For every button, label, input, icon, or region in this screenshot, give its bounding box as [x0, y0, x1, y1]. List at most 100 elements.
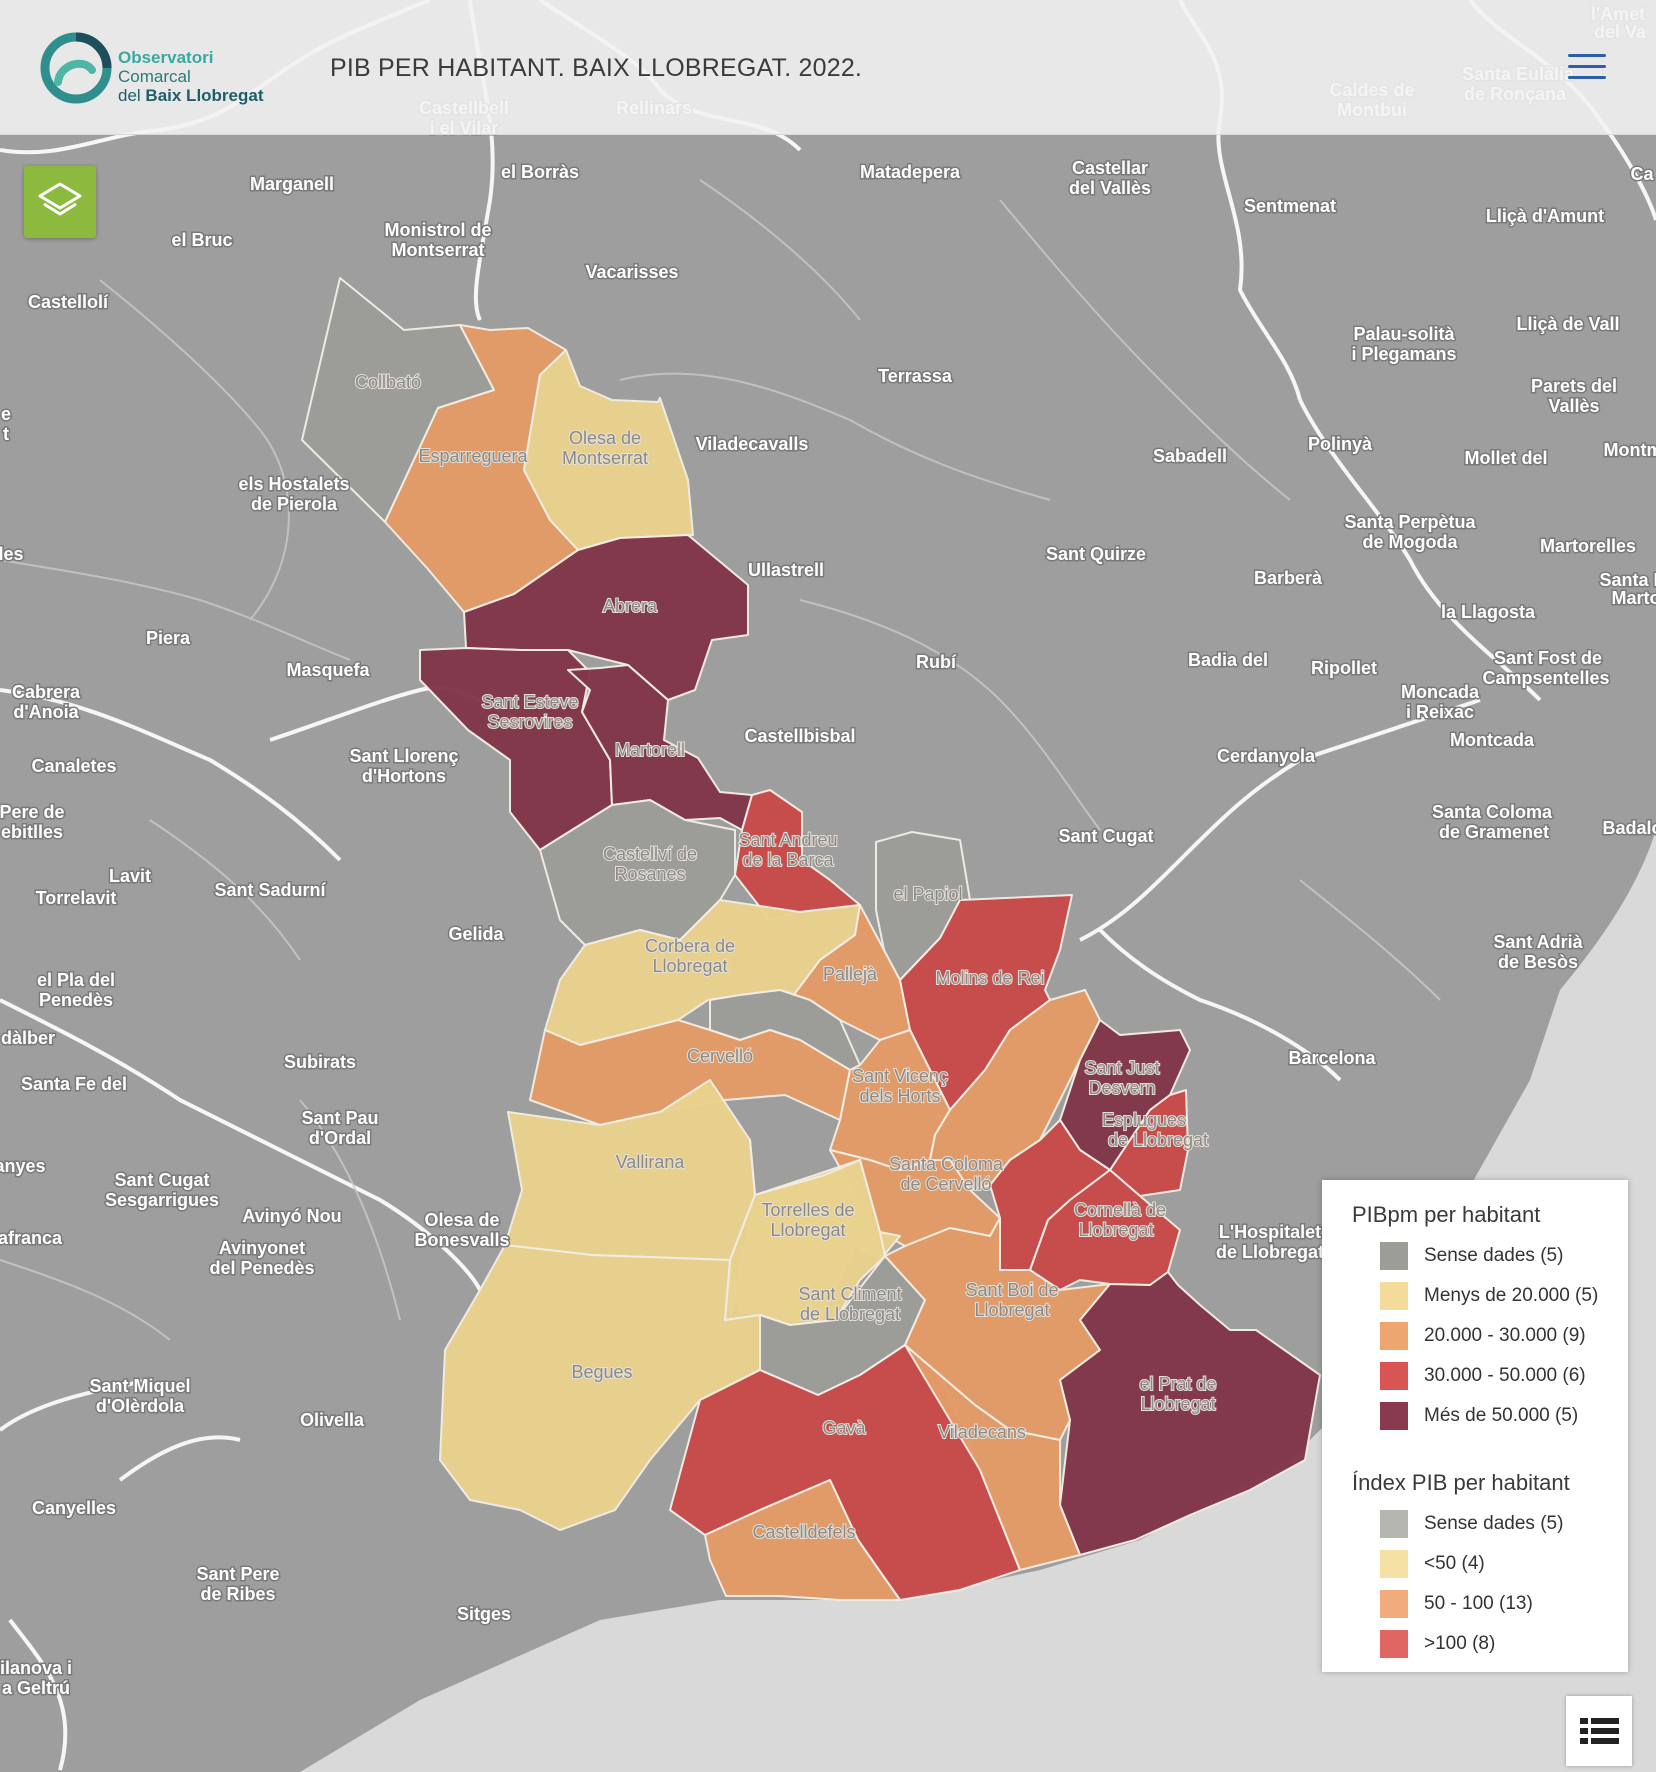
- base-place-label: Sant Quirze: [1046, 544, 1146, 564]
- hamburger-menu-icon[interactable]: [1568, 54, 1606, 82]
- base-place-label: Vacarisses: [585, 262, 678, 282]
- base-place-label: Sant Cugat: [114, 1170, 209, 1190]
- base-place-label: Castellolí: [28, 292, 109, 312]
- base-place-label: Cerdanyola: [1217, 746, 1316, 766]
- municipality-begues[interactable]: Begues: [439, 1244, 761, 1531]
- label-cervello: Cervelló: [687, 1046, 753, 1066]
- base-place-label: d'Anoia: [13, 702, 79, 722]
- municipality-castellvi[interactable]: Castellví de Rosanes: [539, 799, 736, 946]
- label-corbera-1: Corbera de: [645, 936, 735, 956]
- label-molins: Molins de Rei: [935, 968, 1044, 988]
- base-place-label: Ripollet: [1311, 658, 1377, 678]
- municipality-el-prat[interactable]: el Prat de Llobregat: [1059, 1271, 1321, 1556]
- base-place-label: la Llagosta: [1441, 602, 1536, 622]
- legend-label: Més de 50.000 (5): [1424, 1405, 1579, 1426]
- legend-swatch: [1380, 1402, 1408, 1430]
- base-place-label: Sant Miquel: [89, 1376, 190, 1396]
- label-sant-climent-1: Sant Climent: [798, 1284, 901, 1304]
- base-place-label: t: [3, 424, 9, 444]
- legend-label: 20.000 - 30.000 (9): [1424, 1325, 1586, 1346]
- base-place-label: i Reixac: [1406, 702, 1474, 722]
- label-sant-esteve-2: Sesrovires: [487, 712, 572, 732]
- base-boundaries: [0, 179, 1441, 1341]
- base-place-label: el Borràs: [501, 162, 579, 182]
- legend-label: 50 - 100 (13): [1424, 1593, 1533, 1614]
- municipality-viladecans[interactable]: Viladecans: [904, 1344, 1081, 1571]
- base-place-label: i Plegamans: [1351, 344, 1456, 364]
- base-place-label: Marto: [1612, 588, 1656, 608]
- label-esparreguera: Esparreguera: [418, 446, 528, 466]
- label-sant-just-1: Sant Just: [1084, 1058, 1159, 1078]
- label-santa-coloma-1: Santa Coloma: [889, 1154, 1004, 1174]
- label-sant-vicenc-2: dels Horts: [859, 1086, 940, 1106]
- base-place-label: Sentmenat: [1244, 196, 1336, 216]
- base-place-label: Parets del: [1531, 376, 1617, 396]
- base-place-label: ebitlles: [1, 822, 63, 842]
- municipality-esplugues[interactable]: Esplugues de Llobregat: [1109, 1089, 1189, 1197]
- municipality-gava[interactable]: Gavà: [669, 1344, 1021, 1601]
- base-place-label: Lavit: [109, 866, 151, 886]
- base-place-label: Palau-solità: [1353, 324, 1455, 344]
- label-castellvi-2: Rosanes: [614, 864, 685, 884]
- label-olesa-2: Montserrat: [562, 448, 648, 468]
- label-sant-climent-2: de Llobregat: [800, 1304, 900, 1324]
- base-place-label: d'Olèrdola: [96, 1396, 185, 1416]
- municipality-labels: Collbató Esparreguera Olesa de Montserra…: [354, 371, 1218, 1543]
- label-begues: Begues: [571, 1362, 632, 1382]
- label-sant-esteve-1: Sant Esteve: [481, 692, 578, 712]
- label-prat-1: el Prat de: [1139, 1374, 1216, 1394]
- base-place-label: Montcada: [1450, 730, 1535, 750]
- label-corbera-2: Llobregat: [652, 956, 727, 976]
- base-place-label: el Pla del: [37, 970, 115, 990]
- base-place-label: Sant Sadurní: [214, 880, 326, 900]
- base-place-label: Terrassa: [878, 366, 953, 386]
- base-place-label: afranca: [0, 1228, 63, 1248]
- base-place-label: Lliçà de Vall: [1516, 314, 1619, 334]
- app-header: Observatori Comarcal del Baix Llobregat …: [0, 0, 1656, 135]
- logo-line2-bold: Baix Llobregat: [145, 86, 264, 105]
- layers-button[interactable]: [24, 166, 96, 238]
- base-place-label: de Ribes: [200, 1584, 275, 1604]
- municipality-olesa[interactable]: Olesa de Montserrat: [523, 349, 694, 551]
- base-place-label: els Hostalets: [238, 474, 349, 494]
- label-papiol: el Papiol: [893, 884, 962, 904]
- observatori-logo-icon: [40, 32, 112, 104]
- legend-swatch: [1380, 1550, 1408, 1578]
- base-place-label: Sant Llorenç: [349, 746, 458, 766]
- base-place-label: Piera: [146, 628, 191, 648]
- legend-label: Menys de 20.000 (5): [1424, 1285, 1599, 1306]
- base-place-label: Sant Pau: [301, 1108, 378, 1128]
- base-place-label: de Mogoda: [1363, 532, 1459, 552]
- municipality-castelldefels[interactable]: Castelldefels: [704, 1479, 901, 1601]
- legend-swatch: [1380, 1242, 1408, 1270]
- base-place-label: Montserrat: [391, 240, 484, 260]
- base-place-label: Avinyó Nou: [242, 1206, 341, 1226]
- base-place-label: Badalon: [1602, 818, 1656, 838]
- base-place-label: L'Hospitalet: [1219, 1222, 1321, 1242]
- observatori-logo[interactable]: Observatori Comarcal del Baix Llobregat: [40, 30, 290, 110]
- base-place-label: Santa Perpètua: [1344, 512, 1476, 532]
- label-esplugues-1: Esplugues: [1102, 1110, 1186, 1130]
- base-place-label: Sant Cugat: [1058, 826, 1153, 846]
- base-place-label: Marganell: [250, 174, 334, 194]
- base-place-label: des: [0, 544, 24, 564]
- label-gava: Gavà: [822, 1418, 866, 1438]
- label-torrelles-1: Torrelles de: [761, 1200, 854, 1220]
- base-place-label: Martorelles: [1540, 536, 1636, 556]
- base-place-label: Gelida: [448, 924, 504, 944]
- label-viladecans: Viladecans: [938, 1422, 1026, 1442]
- label-cornella-2: Llobregat: [1078, 1220, 1153, 1240]
- base-place-label: Masquefa: [286, 660, 370, 680]
- legend-title-index: Índex PIB per habitant: [1352, 1470, 1570, 1495]
- base-place-label: del Vallès: [1069, 178, 1151, 198]
- label-torrelles-2: Llobregat: [770, 1220, 845, 1240]
- label-olesa-1: Olesa de: [569, 428, 641, 448]
- legend-title-pib: PIBpm per habitant: [1352, 1202, 1541, 1227]
- base-place-label: Pere de: [0, 802, 65, 822]
- label-martorell: Martorell: [615, 740, 685, 760]
- base-place-label: el Bruc: [171, 230, 232, 250]
- list-view-button[interactable]: [1566, 1696, 1632, 1766]
- base-place-label: Avinyonet: [219, 1238, 305, 1258]
